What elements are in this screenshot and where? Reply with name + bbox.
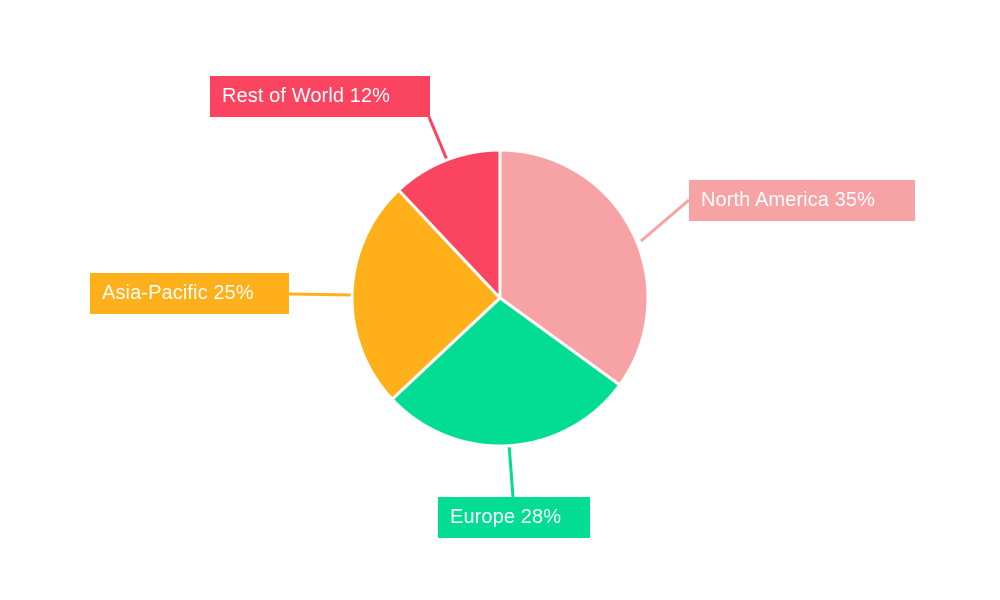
pie-slice[interactable]: [397, 148, 502, 300]
pie-leader-line: [427, 116, 449, 161]
pie-label-europe[interactable]: Europe 28%: [438, 497, 590, 538]
pie-label-north-america[interactable]: North America 35%: [689, 180, 915, 221]
pie-slice[interactable]: [350, 188, 502, 401]
pie-leader-line: [288, 292, 354, 297]
pie-slice[interactable]: [498, 148, 650, 387]
pie-slices: [350, 148, 650, 448]
pie-label-text: Asia-Pacific 25%: [102, 282, 254, 304]
pie-label-text: North America 35%: [701, 189, 875, 211]
pie-label-text: Rest of World 12%: [222, 85, 391, 107]
pie-label-rest-of-world[interactable]: Rest of World 12%: [210, 76, 430, 117]
pie-label-asia-pacific[interactable]: Asia-Pacific 25%: [90, 273, 289, 314]
pie-leader-line: [507, 443, 515, 498]
pie-label-text: Europe 28%: [450, 506, 562, 528]
pie-leader-line: [640, 198, 690, 243]
pie-slice[interactable]: [390, 296, 622, 448]
pie-leader-lines: [288, 116, 690, 498]
